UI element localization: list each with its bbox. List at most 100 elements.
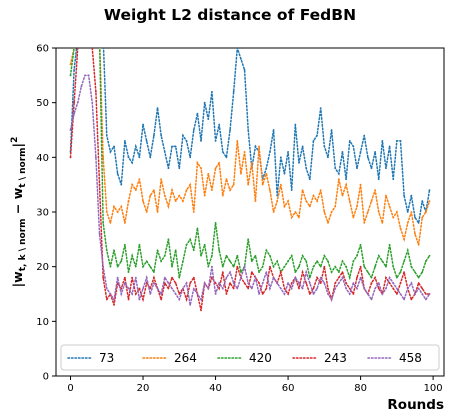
data-point	[265, 287, 268, 290]
data-point	[218, 123, 221, 126]
data-point	[156, 211, 159, 213]
data-point	[134, 276, 137, 279]
data-point	[174, 249, 177, 252]
data-point	[269, 189, 271, 192]
data-point	[250, 287, 253, 290]
data-point	[283, 287, 286, 290]
data-point	[414, 216, 416, 219]
data-point	[308, 205, 311, 208]
data-point	[283, 265, 286, 268]
data-point	[174, 293, 177, 295]
data-point	[102, 36, 104, 38]
data-point	[406, 249, 409, 252]
series-line-420	[69, 48, 431, 281]
data-point	[290, 287, 293, 290]
data-point	[359, 150, 362, 153]
data-point	[160, 298, 163, 301]
data-point	[243, 150, 246, 153]
series-line-73	[69, 48, 431, 225]
data-point	[417, 222, 420, 224]
data-point	[142, 298, 144, 301]
data-point	[388, 243, 391, 246]
data-point	[145, 276, 148, 279]
data-point	[178, 194, 181, 197]
data-point	[327, 260, 329, 263]
data-point	[73, 48, 76, 49]
data-point	[240, 58, 242, 60]
data-point	[69, 156, 72, 159]
data-point	[385, 287, 387, 290]
data-point	[301, 189, 304, 192]
data-point	[258, 271, 260, 274]
data-point	[395, 293, 398, 295]
data-point	[232, 90, 235, 93]
data-point	[203, 194, 206, 197]
data-point	[207, 287, 210, 290]
data-point	[421, 293, 424, 295]
legend: 73 264 420 243 458	[60, 344, 440, 371]
legend-label: 73	[99, 351, 114, 365]
data-point	[218, 249, 221, 252]
data-point	[316, 276, 318, 279]
data-point	[305, 167, 308, 170]
data-point	[88, 36, 90, 38]
data-point	[352, 293, 355, 295]
data-point	[171, 189, 173, 192]
data-point	[163, 150, 166, 153]
data-point	[294, 276, 297, 279]
data-point	[265, 271, 268, 274]
data-point	[319, 107, 322, 110]
data-point	[232, 287, 235, 290]
data-point	[410, 282, 413, 284]
data-point	[221, 287, 224, 290]
data-point	[392, 178, 395, 181]
data-point	[229, 260, 231, 263]
data-point	[218, 287, 221, 290]
data-point	[182, 134, 184, 137]
data-point	[287, 150, 289, 153]
data-point	[287, 200, 289, 202]
data-point	[348, 276, 351, 279]
data-point	[298, 282, 300, 284]
data-point	[113, 145, 115, 148]
data-point	[287, 260, 289, 263]
y-tick-label: 10	[36, 317, 49, 328]
data-point	[370, 200, 373, 202]
data-point	[305, 271, 308, 274]
legend-label: 458	[399, 351, 422, 365]
data-point	[200, 309, 202, 312]
data-point	[142, 287, 144, 290]
data-point	[153, 271, 155, 274]
data-point	[247, 287, 250, 290]
data-point	[428, 200, 431, 202]
data-point	[102, 276, 105, 279]
data-point	[109, 222, 112, 224]
data-point	[156, 249, 159, 252]
data-point	[341, 150, 344, 153]
data-point	[301, 287, 304, 290]
data-point	[366, 293, 369, 295]
data-point	[149, 156, 152, 159]
data-point	[229, 271, 231, 274]
series-line-458	[69, 74, 431, 306]
data-point	[91, 36, 93, 38]
data-point	[120, 205, 123, 208]
data-point	[388, 276, 391, 279]
data-point	[374, 276, 377, 279]
data-point	[247, 238, 250, 241]
data-point	[395, 276, 398, 279]
data-point	[399, 293, 402, 295]
data-point	[403, 271, 406, 274]
data-point	[225, 293, 228, 295]
data-point	[192, 249, 195, 252]
data-point	[131, 254, 134, 257]
data-point	[359, 276, 362, 279]
data-point	[185, 298, 188, 301]
data-point	[229, 189, 231, 192]
data-point	[385, 265, 387, 268]
data-point	[428, 293, 431, 295]
data-point	[80, 85, 83, 88]
data-point	[99, 36, 101, 38]
data-point	[182, 260, 184, 263]
data-point	[424, 211, 427, 213]
